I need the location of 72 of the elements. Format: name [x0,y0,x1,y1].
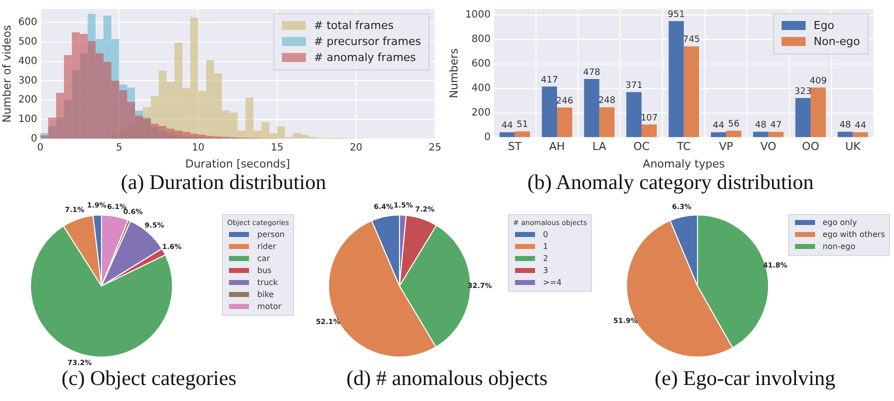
data-label: 417 [540,75,558,86]
text: (b) Anomaly category distribution [526,170,815,195]
x-tick-label: 20 [350,142,362,154]
legend-label: # precursor frames [314,34,422,48]
data-label: 248 [598,96,616,106]
legend-label: non-ego [822,242,856,251]
x-tick-label: TC [676,140,692,154]
x-tick-label: 5 [116,142,122,154]
data-label: 47 [770,120,782,131]
x-tick-label: 10 [192,142,205,154]
legend-label: # anomaly frames [314,50,416,64]
x-axis-title: Duration [seconds] [185,157,290,170]
legend-label: 2 [543,254,548,263]
x-tick-label: LA [592,140,607,154]
data-label: 409 [810,76,828,86]
data-label: 745 [682,35,700,46]
y-tick-label: 200 [18,94,38,106]
y-tick-label: 500 [18,36,38,48]
y-tick-label: 400 [18,56,38,67]
y-tick-label: 600 [18,17,38,28]
data-label: 56 [728,120,740,130]
y-tick-label: 100 [18,114,38,126]
x-tick-label: AH [549,140,565,154]
legend-label: truck [257,278,278,287]
x-tick-label: 25 [428,142,442,154]
text: (a) Duration distribution [120,170,328,195]
y-tick-label: 1000 [465,10,491,21]
x-tick-label: VP [719,140,734,154]
data-label: 48 [840,120,852,131]
legend-label: Non-ego [814,34,860,48]
y-tick-label: 300 [18,75,38,86]
legend-label: # total frames [314,18,394,32]
data-label: 44 [712,121,724,132]
legend-label: person [257,230,285,239]
y-axis-title: Numbers [447,48,460,98]
data-label: 478 [583,68,601,78]
y-tick-label: 800 [472,34,491,46]
text: (e) Ego-car involving [654,366,836,391]
legend-label: >=4 [543,278,562,287]
legend-label: bike [257,290,274,299]
text: (c) Object categories [60,366,238,391]
y-tick-label: 0 [484,132,491,144]
data-label: 44 [501,121,514,132]
y-tick-label: 200 [472,108,491,119]
x-tick-label: UK [845,140,862,154]
legend-label: ego only [822,218,857,227]
y-tick-label: 0 [30,133,38,144]
data-label: 951 [668,10,685,20]
legend-label: bus [257,266,272,275]
legend-label: 1 [543,242,548,251]
legend-label: ego with others [822,230,885,239]
legend-label: motor [257,302,282,311]
x-tick-label: ST [508,140,522,154]
text: (d) # anomalous objects [345,366,549,391]
x-tick-label: OO [802,140,820,154]
y-tick-label: 400 [472,83,491,94]
data-label: 51 [516,120,528,130]
legend-label: rider [257,242,276,251]
data-label: 107 [640,113,658,124]
legend-label: 0 [543,230,548,239]
data-label: 44 [854,121,866,132]
legend-label: Ego [814,18,835,32]
legend-label: 3 [543,266,548,275]
data-label: 371 [625,81,643,92]
y-axis-title: Number of videos [0,24,14,123]
x-tick-label: 15 [270,142,284,154]
data-label: 48 [755,120,767,131]
x-tick-label: OC [633,140,650,154]
legend-label: car [257,254,270,263]
x-axis-title: Anomaly types [642,157,726,170]
x-tick-label: VO [760,140,777,154]
y-tick-label: 600 [472,58,491,70]
